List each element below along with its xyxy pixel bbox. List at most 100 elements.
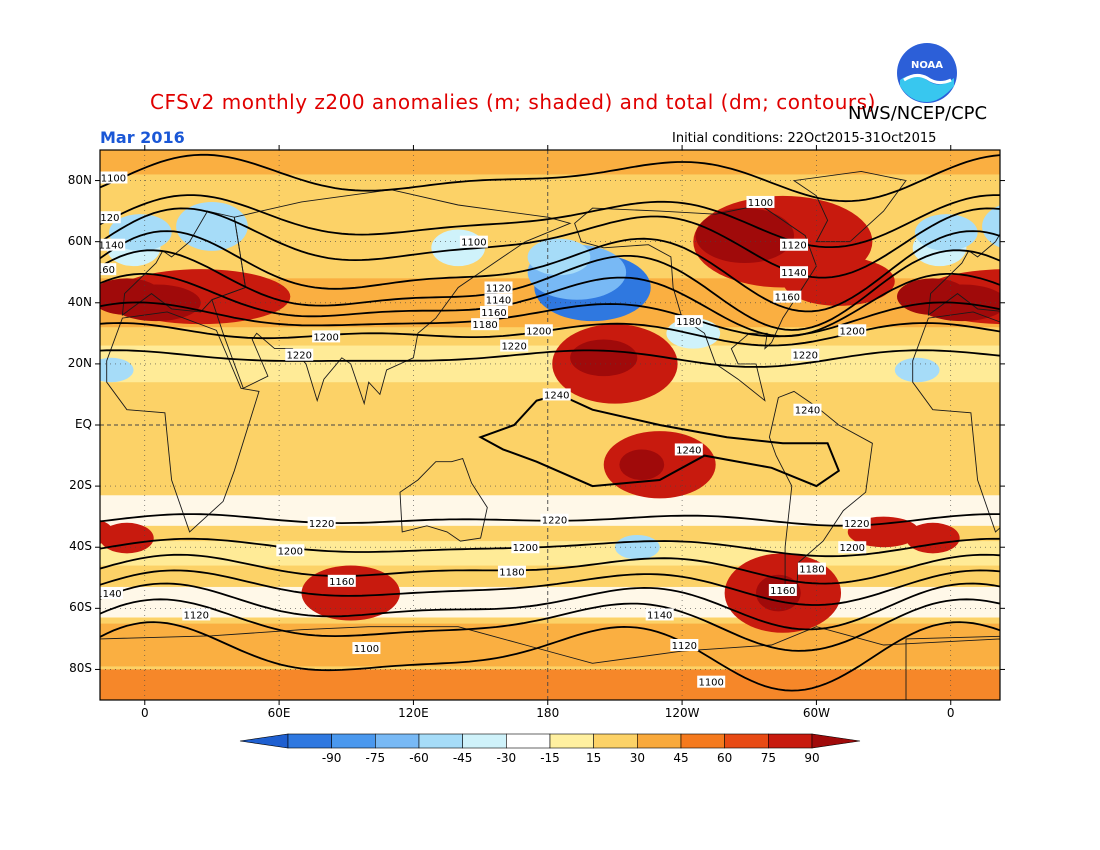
colorbar-label: 45 [673, 751, 689, 765]
colorbar-label: -45 [452, 751, 473, 765]
contour-label: 1180 [472, 320, 497, 331]
anomaly-blob [176, 201, 248, 251]
colorbar-label: 30 [629, 751, 645, 765]
colorbar-swatch [462, 733, 507, 749]
contour-label: 1180 [676, 317, 701, 328]
contour-label: 1200 [513, 543, 538, 554]
colorbar-swatch [768, 733, 813, 749]
contour-label: 1240 [795, 406, 820, 417]
total-height-contour [100, 598, 1000, 652]
contour-label-box [484, 293, 513, 306]
anomaly-blob [100, 522, 154, 554]
lon-label: 60E [267, 706, 291, 720]
chart-title: CFSv2 monthly z200 anomalies (m; shaded)… [150, 90, 876, 114]
continent-outline-samerica [768, 390, 873, 594]
lat-label: 80S [69, 661, 92, 676]
total-height-contour [100, 273, 1000, 338]
contour-label: 1100 [461, 238, 486, 249]
contour-label: 1200 [526, 326, 551, 337]
continent-outline-asia [211, 189, 572, 406]
colorbar-swatch [637, 733, 682, 749]
contour-label: 1100 [698, 678, 723, 689]
contour-label: 1120 [94, 213, 119, 224]
initial-conditions: Initial conditions: 22Oct2015-31Oct2015 [672, 131, 937, 146]
lon-label: 120W [664, 706, 700, 720]
contour-label-box [459, 235, 488, 248]
contour-label-box [670, 639, 699, 651]
contour-label: 1120 [184, 610, 209, 621]
contour-label-box [100, 171, 128, 184]
total-height-contour [100, 569, 1000, 606]
contour-label: 1140 [486, 296, 511, 307]
contour-label-box [471, 318, 500, 331]
anomaly-band [100, 669, 1000, 700]
colorbar-swatch [375, 733, 420, 749]
contour-label-box [524, 324, 553, 337]
lat-label: EQ [74, 417, 92, 431]
anomaly-blob [982, 205, 1000, 248]
forecast-month: Mar 2016 [100, 128, 185, 147]
contour-label-box [842, 516, 871, 529]
lat-label: 40S [69, 539, 92, 554]
contour-label-box [100, 587, 123, 600]
contour-label-box [480, 305, 509, 318]
total-height-contour [100, 301, 1000, 338]
total-height-contour [100, 249, 1000, 331]
contour-label: 1100 [748, 198, 773, 209]
contour-label: 1180 [499, 568, 524, 579]
colorbar-label: 15 [586, 751, 602, 765]
contour-label: 1220 [501, 342, 526, 353]
continent-outline-asia [1018, 190, 1100, 404]
contour-label-box [327, 574, 356, 587]
contour-label: 1200 [313, 332, 338, 343]
contour-label-box [484, 281, 513, 294]
contour-label: 1100 [354, 644, 379, 655]
contour-label: 1120 [781, 241, 806, 252]
anomaly-blob [100, 278, 163, 315]
contour-label: 1140 [96, 589, 121, 600]
continent-outline-namerica [574, 204, 817, 402]
colorbar-label: 60 [717, 751, 733, 765]
colorbar-swatch [418, 733, 463, 749]
contour-label: 1160 [329, 577, 354, 588]
contour-label-box [793, 403, 822, 416]
contour-label-box [511, 541, 540, 554]
anomaly-blob [614, 535, 660, 560]
anomaly-blob [570, 339, 638, 377]
contour-label: 1220 [287, 351, 312, 362]
anomaly-blob [619, 449, 665, 480]
colorbar-max-arrow [811, 733, 861, 749]
colorbar-swatch [287, 733, 332, 749]
contour-label-box [780, 266, 809, 279]
contour-label: 1140 [647, 610, 672, 621]
total-height-contour [100, 553, 1000, 585]
lon-label: 60W [802, 706, 830, 720]
anomaly-blob [100, 357, 134, 383]
contour-label: 1220 [844, 519, 869, 530]
contour-label: 1220 [309, 519, 334, 530]
contour-label-box [780, 238, 809, 251]
contour-label-box [542, 388, 571, 401]
continent-outline-greenland [792, 170, 907, 243]
contour-label: 1100 [101, 174, 126, 185]
anomaly-blob [695, 208, 795, 264]
contour-label-box [497, 565, 526, 578]
contour-label-box [674, 315, 703, 328]
anomaly-band [100, 150, 1000, 175]
total-height-contour [100, 621, 1000, 692]
lon-label: 0 [140, 706, 149, 720]
colorbar-swatch [506, 733, 551, 749]
continent-outline-africa [106, 311, 260, 533]
contour-label-box [182, 608, 211, 621]
anomaly-blob [0, 553, 35, 632]
lon-label: 120E [398, 706, 429, 720]
colorbar-label: -30 [496, 751, 517, 765]
contour-label: 1180 [799, 565, 824, 576]
contour-label: 1140 [98, 241, 123, 252]
contour-label: 1120 [486, 284, 511, 295]
colorbar-label: -90 [321, 751, 342, 765]
colorbar-swatch [593, 733, 638, 749]
contour-label-box [773, 290, 802, 303]
contour-label: 1240 [544, 390, 569, 401]
